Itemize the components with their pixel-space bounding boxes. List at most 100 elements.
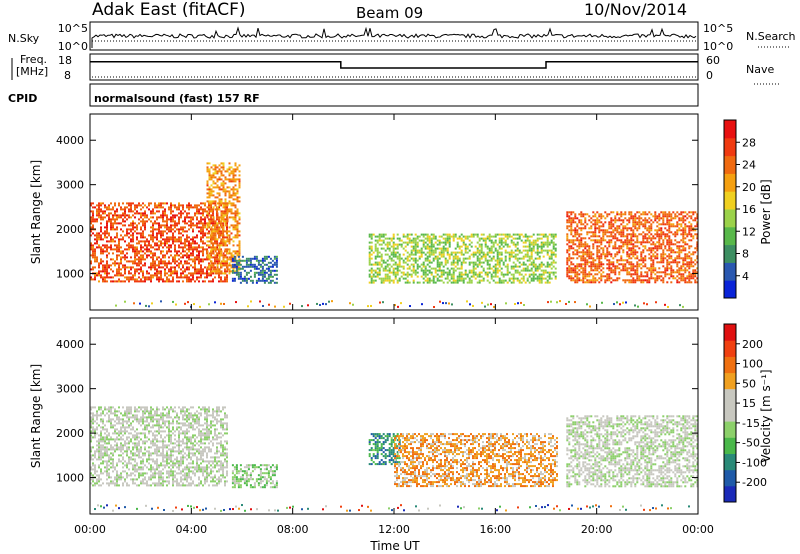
power-cbar-swatch-4 — [724, 226, 736, 246]
x-tick-label-4: 12:00 — [378, 523, 410, 536]
x-axis-label: Time UT — [369, 539, 420, 553]
velocity-cbar-swatch-3 — [724, 453, 736, 471]
velocity-cbar-tick-label-3: 50 — [742, 377, 756, 390]
velocity-cbar-tick-label-5: -15 — [742, 417, 760, 430]
power-cbar-tick-label-7: 4 — [742, 270, 749, 283]
freq-label-line1: Freq. — [20, 53, 47, 66]
power-cbar-swatch-5 — [724, 209, 736, 228]
velocity-cbar-tick-label-1: 200 — [742, 338, 763, 351]
station-title: Adak East (fitACF) — [92, 0, 246, 20]
power-cbar-label: Power [dB] — [759, 179, 773, 244]
velocity-cbar-swatch-6 — [724, 404, 736, 422]
power-cbar-swatch-6 — [724, 191, 736, 210]
freq-trace — [90, 61, 698, 78]
velocity-cbar-tick-label-8: -200 — [742, 476, 767, 489]
heatmap-region-4 — [368, 233, 557, 284]
x-tick-label-3: 08:00 — [277, 523, 309, 536]
power-cbar-tick-label-3: 20 — [742, 181, 756, 194]
noise-trace — [91, 26, 697, 48]
power-cbar-tick-label-2: 24 — [742, 159, 756, 172]
noise-panel-frame — [89, 21, 699, 51]
velocity-cbar-tick-label-6: -50 — [742, 437, 760, 450]
power-cbar-tick-label-4: 16 — [742, 203, 756, 216]
noise-right-tick-top: 10^5 — [703, 22, 733, 35]
power-cbar-tick-label-1: 28 — [742, 136, 756, 149]
heatmap-region-5 — [566, 415, 698, 488]
noise-sky-line — [91, 26, 697, 48]
heatmap-region-1 — [90, 406, 228, 487]
x-tick-label-2: 04:00 — [175, 523, 207, 536]
x-tick-label-6: 20:00 — [581, 523, 613, 536]
velocity-colorbar: 200 100 50 15 -15 -50 -100 -200 — [723, 323, 767, 503]
velocity-cbar-frame — [723, 323, 737, 503]
freq-label-line2: [MHz] — [16, 65, 48, 78]
velocity-cbar-tick-label-4: 15 — [742, 397, 756, 410]
power-axes: 4000 3000 2000 1000 — [56, 134, 698, 281]
beam-title: Beam 09 — [356, 4, 423, 22]
cpid-text: normalsound (fast) 157 RF — [94, 92, 260, 105]
heatmap-region-2 — [231, 464, 278, 489]
noise-right-tick-bottom: 10^0 — [703, 40, 733, 53]
velocity-cbar-swatch-8 — [724, 372, 736, 390]
power-cbar-swatch-9 — [724, 137, 736, 157]
power-ytick-label-4: 1000 — [56, 268, 84, 281]
power-cbar-swatch-3 — [724, 244, 736, 263]
power-cbar-swatch-2 — [724, 262, 736, 281]
velocity-cbar-swatch-1 — [724, 485, 736, 503]
velocity-ytick-label-1: 4000 — [56, 338, 84, 351]
noise-search-label: N.Search — [746, 30, 796, 43]
power-cbar-tick-label-6: 8 — [742, 248, 749, 261]
velocity-cbar-tick-label-7: -100 — [742, 456, 767, 469]
heatmap-region-5 — [566, 211, 698, 284]
power-cbar-tick-label-5: 12 — [742, 225, 756, 238]
nave-label: Nave — [746, 63, 774, 76]
power-cbar-swatch-7 — [724, 173, 736, 192]
velocity-ylabel: Slant Range [km] — [29, 364, 43, 468]
velocity-ytick-label-3: 2000 — [56, 427, 84, 440]
freq-tick-bottom: 8 — [64, 69, 71, 82]
velocity-data — [90, 406, 698, 512]
cpid-label: CPID — [8, 92, 37, 105]
freq-line — [90, 61, 698, 69]
power-cbar-swatch-8 — [724, 155, 736, 174]
date-title: 10/Nov/2014 — [584, 0, 687, 19]
heatmap-region-3 — [231, 255, 278, 284]
power-ytick-label-3: 2000 — [56, 223, 84, 236]
power-cbar-swatch-1 — [724, 280, 736, 299]
velocity-cbar-swatch-2 — [724, 469, 736, 487]
velocity-cbar-swatch-11 — [724, 324, 736, 341]
power-data — [90, 162, 698, 308]
heatmap-region-4 — [394, 433, 558, 488]
velocity-ytick-label-4: 1000 — [56, 472, 84, 485]
velocity-cbar-swatch-10 — [724, 340, 736, 357]
heatmap-region-1 — [90, 202, 228, 283]
freq-tick-top: 18 — [58, 54, 72, 67]
x-tick-label-7: 00:00 — [682, 523, 714, 536]
velocity-cbar-swatch-9 — [724, 356, 736, 374]
power-cbar-swatch-10 — [724, 120, 736, 139]
velocity-cbar-swatch-5 — [724, 421, 736, 438]
velocity-cbar-label: Velocity [m s⁻¹] — [759, 369, 773, 462]
velocity-cbar-swatch-4 — [724, 437, 736, 454]
nave-tick-bottom: 0 — [706, 69, 713, 82]
heatmap-region-2 — [206, 162, 241, 275]
x-tick-label-5: 16:00 — [479, 523, 511, 536]
noise-left-tick-bottom: 10^0 — [58, 40, 88, 53]
x-tick-label-1: 00:00 — [74, 523, 106, 536]
power-ytick-label-2: 3000 — [56, 179, 84, 192]
power-ylabel: Slant Range [km] — [29, 160, 43, 264]
cpid-panel-frame — [89, 83, 699, 107]
velocity-cbar-tick-label-2: 100 — [742, 358, 763, 371]
heatmap-region-3 — [368, 433, 401, 466]
noise-sky-label: N.Sky — [8, 32, 40, 45]
power-ytick-label-1: 4000 — [56, 134, 84, 147]
nave-tick-top: 60 — [706, 54, 720, 67]
freq-panel-frame — [89, 53, 699, 81]
velocity-ytick-label-2: 3000 — [56, 383, 84, 396]
x-axis: 00:00 04:00 08:00 12:00 16:00 20:00 00:00 — [74, 114, 714, 536]
power-colorbar: 28 24 20 16 12 8 4 — [723, 119, 756, 299]
velocity-axes: 4000 3000 2000 1000 — [56, 338, 698, 485]
noise-left-tick-top: 10^5 — [58, 22, 88, 35]
velocity-cbar-swatch-7 — [724, 388, 736, 406]
